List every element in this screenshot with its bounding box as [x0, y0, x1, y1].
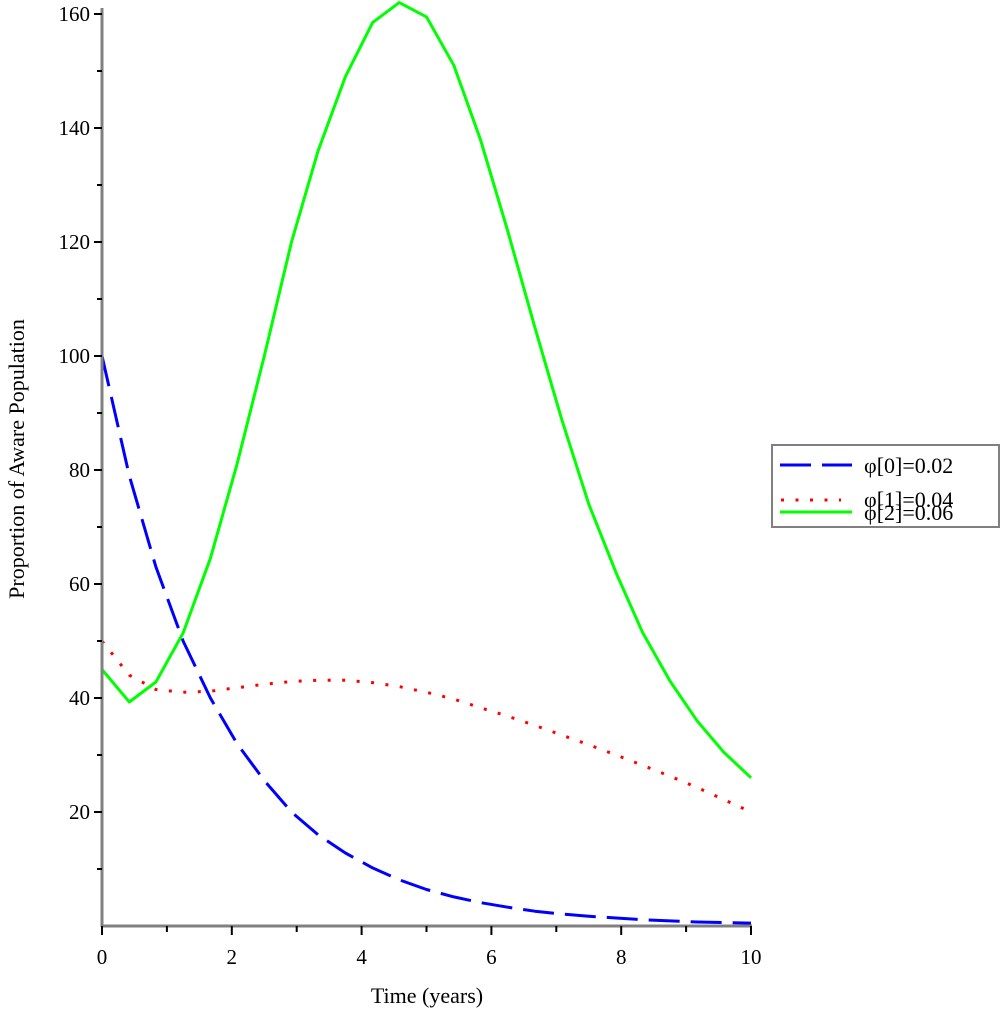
y-ticks: 20 40 60 80 100 120 140 160	[59, 2, 102, 870]
x-tick-label: 6	[486, 945, 497, 969]
y-tick-label: 20	[69, 800, 90, 824]
series-line-2	[100, 1, 753, 779]
y-tick-label: 60	[69, 572, 90, 596]
plot-lines	[100, 1, 753, 925]
x-axis-title: Time (years)	[371, 983, 483, 1008]
x-tick-label: 4	[356, 945, 367, 969]
legend-label: φ[2]=0.06	[864, 500, 953, 525]
y-tick-label: 120	[59, 230, 91, 254]
legend-label: φ[1]=0.04	[864, 487, 953, 512]
x-tick-label: 8	[616, 945, 627, 969]
legend-label: φ[0]=0.02	[864, 453, 953, 478]
series-line-1	[100, 640, 752, 814]
y-tick-label: 100	[59, 344, 91, 368]
legend-item: φ[1]=0.04	[781, 487, 953, 512]
y-tick-label: 80	[69, 458, 90, 482]
x-tick-label: 10	[741, 945, 762, 969]
y-tick-label: 160	[59, 2, 91, 26]
x-tick-label: 2	[227, 945, 238, 969]
legend-item: φ[0]=0.02	[780, 453, 953, 478]
x-tick-label: 0	[97, 945, 108, 969]
x-ticks: 0 2 4 6 8 10	[97, 926, 762, 969]
y-axis-title: Proportion of Aware Population	[4, 319, 29, 599]
y-tick-label: 140	[59, 116, 91, 140]
axes: 20 40 60 80 100 120 140 160 0 2 4 6 8 10	[59, 2, 762, 969]
legend: φ[0]=0.02 φ[1]=0.04 φ[2]=0.06	[771, 444, 1000, 528]
legend-item: φ[2]=0.06	[780, 500, 953, 525]
y-tick-label: 40	[69, 686, 90, 710]
series-line-0	[100, 355, 752, 925]
